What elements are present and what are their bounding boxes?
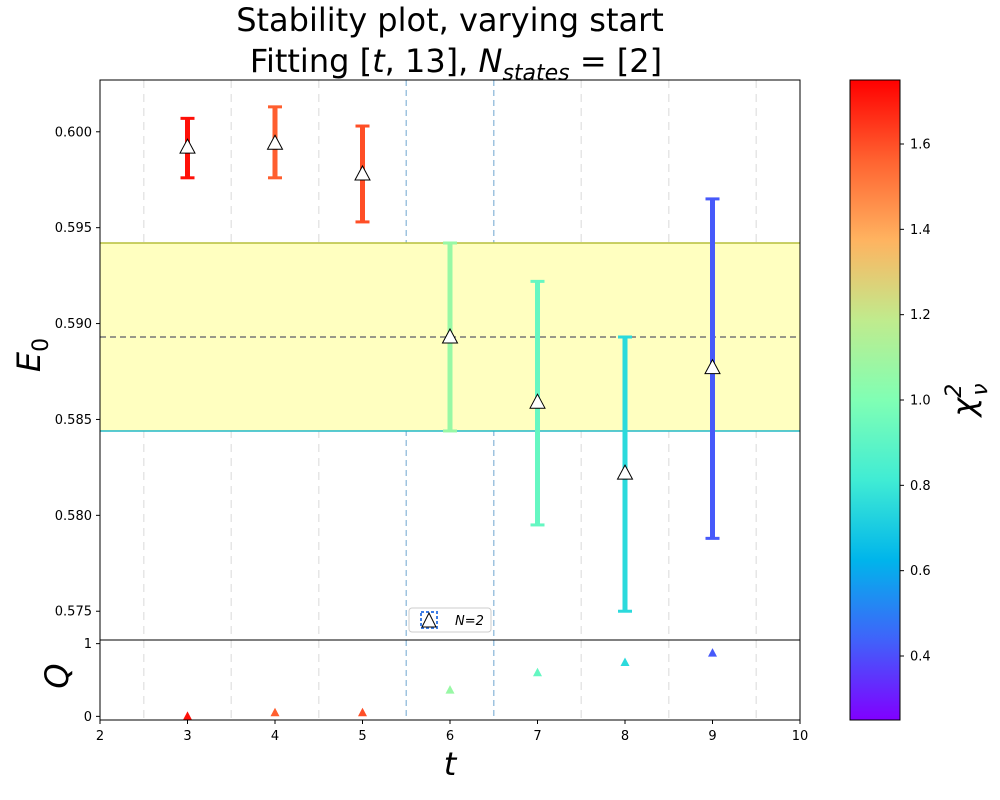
legend-label: N=2 <box>455 614 484 629</box>
energy-y-axis: 0.575 0.580 0.585 0.590 0.595 0.600 <box>55 125 100 620</box>
q-y-axis-label: Q <box>38 663 76 688</box>
x-tick-label: 5 <box>358 729 366 744</box>
colorbar-tick-label: 0.6 <box>910 564 931 579</box>
x-tick-label: 10 <box>792 729 809 744</box>
q-point <box>445 685 455 694</box>
x-axis: 2 3 4 5 6 7 8 9 10 <box>96 720 808 744</box>
q-point <box>533 667 542 677</box>
q-y-tick-label: 0 <box>84 710 92 725</box>
x-tick-label: 2 <box>96 729 104 744</box>
q-point <box>620 657 630 667</box>
x-tick-label: 6 <box>446 729 454 744</box>
q-point <box>708 648 717 657</box>
x-tick-label: 8 <box>621 729 629 744</box>
colorbar-tick-label: 1.4 <box>910 223 931 238</box>
q-y-axis: 01 <box>84 637 100 725</box>
data-point <box>441 327 459 344</box>
colorbar-tick-label: 0.4 <box>910 650 931 665</box>
colorbar-tick-label: 1.0 <box>910 394 931 409</box>
colorbar-scale <box>849 79 901 721</box>
y-tick-label: 0.595 <box>55 221 92 236</box>
x-axis-label: t <box>444 745 458 783</box>
colorbar: 0.4 0.6 0.8 1.0 1.2 1.4 1.6 χ2ν <box>849 79 993 721</box>
colorbar-ticks: 0.4 0.6 0.8 1.0 1.2 1.4 1.6 <box>900 138 931 665</box>
data-point <box>529 393 546 409</box>
x-tick-label: 9 <box>708 729 716 744</box>
data-point <box>704 358 721 375</box>
q-point <box>270 707 280 717</box>
q-series <box>183 648 717 720</box>
y-tick-label: 0.585 <box>55 413 92 428</box>
x-tick-label: 4 <box>271 729 279 744</box>
energy-panel: 0.575 0.580 0.585 0.590 0.595 0.600 E0 <box>10 79 801 641</box>
x-tick-label: 3 <box>183 729 191 744</box>
data-point <box>266 134 284 150</box>
q-panel: 01 2 3 4 5 6 7 8 9 10 Q t <box>38 637 808 783</box>
colorbar-tick-label: 1.6 <box>910 138 931 153</box>
energy-y-axis-label: E0 <box>10 338 54 372</box>
q-y-tick-label: 1 <box>84 637 92 652</box>
colorbar-tick-label: 0.8 <box>910 479 931 494</box>
q-panel-frame <box>99 639 801 721</box>
legend-triangle-marker <box>421 611 437 628</box>
energy-series <box>179 105 721 613</box>
data-point <box>354 164 371 181</box>
data-point <box>179 138 196 154</box>
chart-title-line1: Stability plot, varying start <box>236 1 664 39</box>
data-point <box>616 464 634 480</box>
y-tick-label: 0.600 <box>55 125 92 140</box>
legend: N=2 <box>408 607 492 633</box>
q-point <box>358 707 367 717</box>
colorbar-tick-label: 1.2 <box>910 308 931 323</box>
colorbar-label: χ2ν <box>942 383 993 418</box>
y-tick-label: 0.590 <box>55 317 92 332</box>
bottom-grid <box>143 640 757 720</box>
y-tick-label: 0.580 <box>55 509 92 524</box>
y-tick-label: 0.575 <box>55 605 92 620</box>
chart-title-line2: Fitting [t, 13], Nstates = [2] <box>250 42 662 86</box>
x-tick-label: 7 <box>533 729 541 744</box>
q-point <box>183 711 192 720</box>
